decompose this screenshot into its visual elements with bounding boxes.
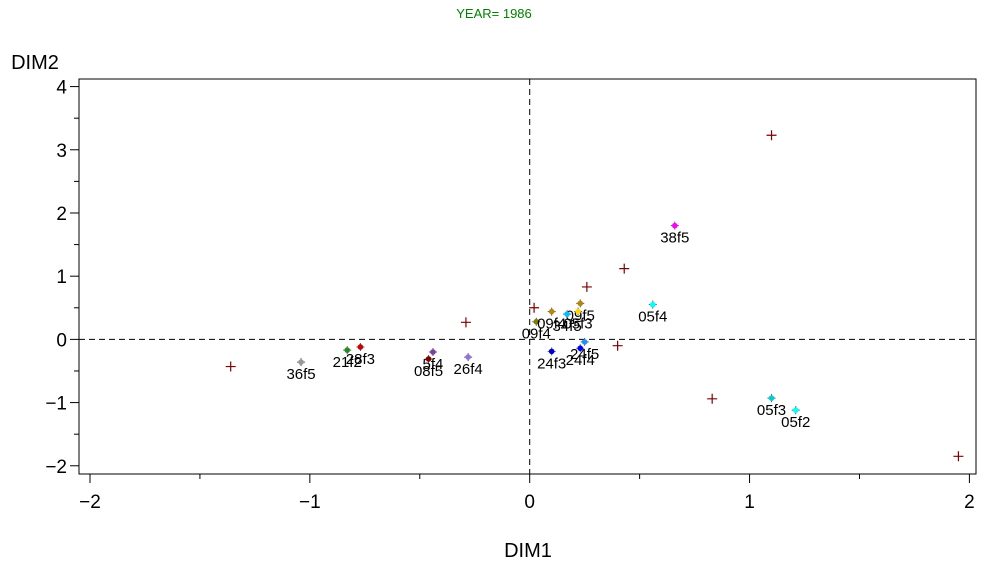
plus-marker [619,263,630,274]
point-label: 09f4 [522,326,551,343]
reference-lines [79,79,976,474]
point-dot [672,222,678,229]
y-tick-label: 3 [56,141,67,162]
point-label: 24f3 [537,355,566,372]
y-tick-label: −1 [45,394,67,415]
point-label: 05f2 [781,414,810,431]
plus-marker [460,317,471,328]
point-dot [792,407,799,413]
x-tick-label: 0 [524,492,535,513]
point-label: 26f4 [454,361,483,378]
y-tick-label: 0 [56,330,67,351]
plus-markers [225,130,964,462]
point-label: 09f5 [566,307,595,324]
point-dot [425,356,432,362]
point-label: 09f4 [537,316,566,333]
point-dot [650,301,656,308]
point-label: 08f5 [414,363,443,380]
plus-marker [953,451,964,462]
point-dot [577,345,584,352]
point-dot [465,354,471,360]
point-dot [575,308,581,315]
point-label: 38f5 [660,230,689,247]
x-tick-label: 2 [964,492,975,513]
point-label: 05f3 [757,402,786,419]
x-tick-label: −2 [79,492,101,513]
y-tick-label: 2 [56,204,67,225]
plus-marker [612,340,623,351]
plus-marker [581,281,592,292]
plus-marker [225,361,236,372]
plus-marker [529,302,540,313]
point-label: 24f4 [566,352,595,369]
y-axis-label: DIM2 [11,52,59,74]
y-tick-label: 4 [56,78,67,99]
point-dot [548,348,555,355]
point-label: 05f4 [638,309,667,326]
plus-marker [766,130,777,141]
x-tick-label: −1 [299,492,321,513]
point-dot [768,395,775,401]
point-dot [577,300,584,307]
y-tick-label: 1 [56,267,67,288]
y-tick-label: −2 [45,457,67,478]
point-label: 28f3 [346,351,375,368]
point-dot [357,344,364,350]
y-axis-ticks: −2 −1 0 1 2 3 4 [45,78,79,478]
point-dot [564,311,570,317]
point-dot [533,318,540,325]
point-dot [430,349,436,355]
x-axis-label: DIM1 [504,540,552,562]
point-dot [581,339,588,345]
point-dot [298,359,304,365]
chart-title: YEAR= 1986 [456,6,532,21]
point-label: 24f5 [570,346,599,363]
x-tick-label: 1 [744,492,755,513]
point-dot [344,347,351,353]
plot-frame [78,78,977,475]
point-dot [548,308,555,315]
x-axis-ticks: −2 −1 0 1 2 [79,474,975,513]
plus-marker [707,393,718,404]
point-label: 05f3 [563,316,592,333]
point-label: 21f2 [333,354,362,371]
point-label: 34f5 [552,318,581,335]
point-label: 36f5 [286,366,315,383]
